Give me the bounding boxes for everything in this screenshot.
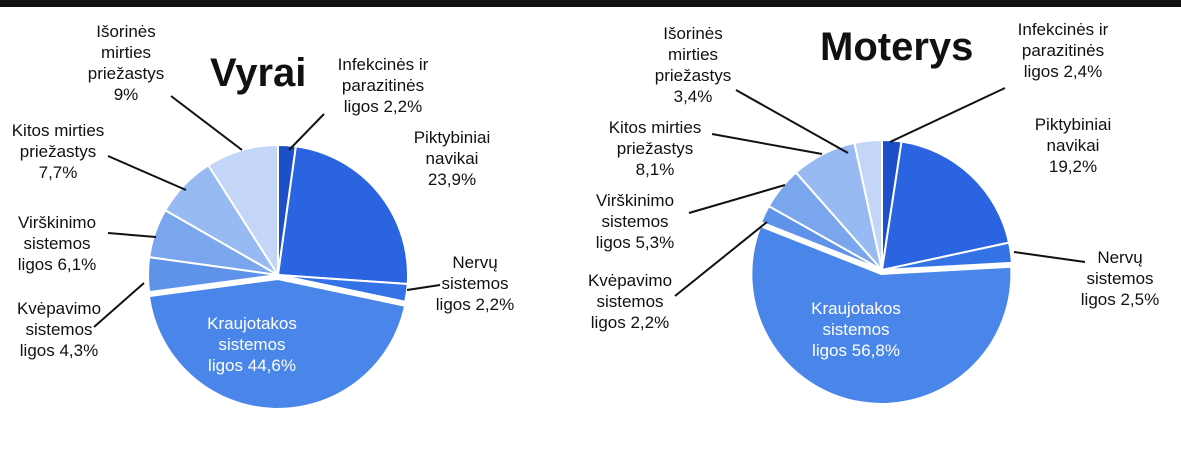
pie-chart-vyrai: Vyrai Infekcinės ir parazitinės ligos 2,2% P… <box>12 22 514 410</box>
leader-line-isorines-mirties-priezastys <box>170 95 243 151</box>
data-label-nervu-sistemos-ligos: Nervų sistemos ligos 2,5% <box>1081 248 1159 309</box>
pie-chart-moterys: Moterys Infekcinės ir parazitinės ligos 2,4… <box>588 20 1159 405</box>
data-label-piktybiniai-navikai: Piktybiniai navikai 19,2% <box>1035 115 1112 176</box>
leader-line-nervu-sistemos-ligos <box>406 284 441 291</box>
data-label-kitos-mirties-priezastys: Kitos mirties priežastys 8,1% <box>609 118 702 179</box>
data-label-infekcines-ir-parazitines-ligos: Infekcinės ir parazitinės ligos 2,4% <box>1018 20 1109 81</box>
leader-line-kitos-mirties-priezastys <box>107 155 187 191</box>
data-label-piktybiniai-navikai: Piktybiniai navikai 23,9% <box>414 128 491 189</box>
leader-line-isorines-mirties-priezastys <box>735 89 849 154</box>
chart-title-moterys: Moterys <box>820 25 973 69</box>
data-label-isorines-mirties-priezastys: Išorinės mirties priežastys 3,4% <box>655 24 732 106</box>
top-rule <box>0 0 1181 7</box>
leader-line-virskinimo-sistemos-ligos <box>107 232 157 238</box>
data-label-virskinimo-sistemos-ligos: Virškinimo sistemos ligos 6,1% <box>18 213 96 274</box>
data-label-virskinimo-sistemos-ligos: Virškinimo sistemos ligos 5,3% <box>596 191 674 252</box>
leader-line-kvepavimo-sistemos-ligos <box>93 282 145 328</box>
leader-line-kvepavimo-sistemos-ligos <box>674 221 768 297</box>
data-label-kvepavimo-sistemos-ligos: Kvėpavimo sistemos ligos 4,3% <box>17 299 101 360</box>
data-label-kitos-mirties-priezastys: Kitos mirties priežastys 7,7% <box>12 121 105 182</box>
pie-slice-kraujotakos-sistemos-ligos <box>147 277 407 410</box>
data-label-nervu-sistemos-ligos: Nervų sistemos ligos 2,2% <box>436 253 514 314</box>
leader-line-infekcines-ir-parazitines-ligos <box>288 113 325 151</box>
leader-line-kitos-mirties-priezastys <box>711 133 823 155</box>
pie-slice-nervu-sistemos-ligos <box>277 274 409 303</box>
chart-title-vyrai: Vyrai <box>210 51 306 95</box>
data-label-infekcines-ir-parazitines-ligos: Infekcinės ir parazitinės ligos 2,2% <box>338 55 429 116</box>
leader-line-infekcines-ir-parazitines-ligos <box>889 87 1006 143</box>
pie-slice-nervu-sistemos-ligos <box>881 241 1013 271</box>
data-label-kvepavimo-sistemos-ligos: Kvėpavimo sistemos ligos 2,2% <box>588 271 672 332</box>
leader-line-virskinimo-sistemos-ligos <box>688 184 786 214</box>
pie-slice-kraujotakos-sistemos-ligos <box>750 224 1013 405</box>
leader-line-nervu-sistemos-ligos <box>1013 251 1086 263</box>
data-label-isorines-mirties-priezastys: Išorinės mirties priežastys 9% <box>88 22 165 104</box>
data-label-kraujotakos-sistemos-ligos: Kraujotakos sistemos ligos 56,8% <box>811 299 901 360</box>
pie-slice-isorines-mirties-priezastys <box>853 138 883 271</box>
pie-slice-piktybiniai-navikai <box>276 145 409 286</box>
data-label-kraujotakos-sistemos-ligos: Kraujotakos sistemos ligos 44,6% <box>207 314 297 375</box>
pie-slice-piktybiniai-navikai <box>880 140 1011 272</box>
